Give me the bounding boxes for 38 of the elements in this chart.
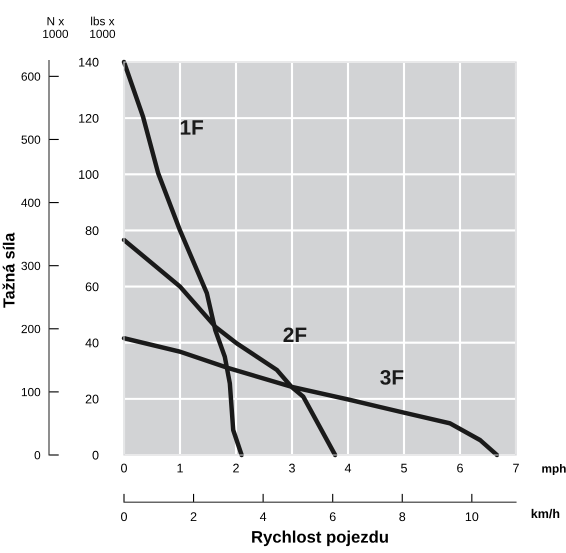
- y2-tick-label: 120: [79, 114, 99, 123]
- x2-tick-label: 6: [330, 512, 336, 522]
- x-tick-label: 2: [233, 464, 239, 472]
- x2-axis-title: km/h: [532, 508, 560, 518]
- y2-tick-label: 60: [86, 282, 99, 292]
- x-tick-label: 3: [289, 464, 295, 473]
- x2-tick-label: 4: [260, 512, 266, 522]
- x-tick-label: 6: [457, 464, 463, 473]
- y2-tick-label: 140: [79, 58, 99, 67]
- x-axis-title: Rychlost pojezdu: [252, 530, 388, 546]
- x-tick-label: 0: [121, 464, 127, 473]
- y-tick-label: 500: [21, 136, 40, 144]
- text: N x 1000: [43, 17, 68, 38]
- x-tick-label: 4: [344, 464, 352, 472]
- x-tick-label: 7: [513, 464, 519, 472]
- y-tick-label: 400: [21, 198, 40, 207]
- y-tick-label: 100: [22, 388, 40, 396]
- y2-tick-label: 20: [86, 394, 99, 404]
- y-axis-title: Tažná síla: [2, 232, 15, 308]
- y-tick-label: 600: [22, 72, 40, 81]
- x2-tick-label: 10: [466, 512, 478, 522]
- x-tick-label: 5: [401, 464, 407, 473]
- y2-tick-label: 100: [79, 170, 99, 179]
- x2-tick-label: 2: [190, 512, 196, 522]
- y2-tick-label: 80: [86, 226, 99, 236]
- y2-axis-title: lbs x 1000: [90, 16, 116, 38]
- series-label: 1F: [180, 120, 204, 135]
- series-label: 3F: [380, 370, 404, 385]
- y2-tick-label: 0: [92, 450, 99, 460]
- y2-tick-label: 40: [85, 338, 99, 348]
- series-label: 2F: [284, 327, 306, 342]
- x-tick-label: 1: [177, 464, 183, 472]
- x2-tick-label: 0: [121, 512, 127, 522]
- y-tick-label: 0: [34, 451, 40, 460]
- y-tick-label: 300: [21, 262, 40, 270]
- y-tick-label: 200: [22, 324, 40, 334]
- x2-tick-label: 8: [399, 512, 406, 522]
- text: mph: [542, 464, 566, 476]
